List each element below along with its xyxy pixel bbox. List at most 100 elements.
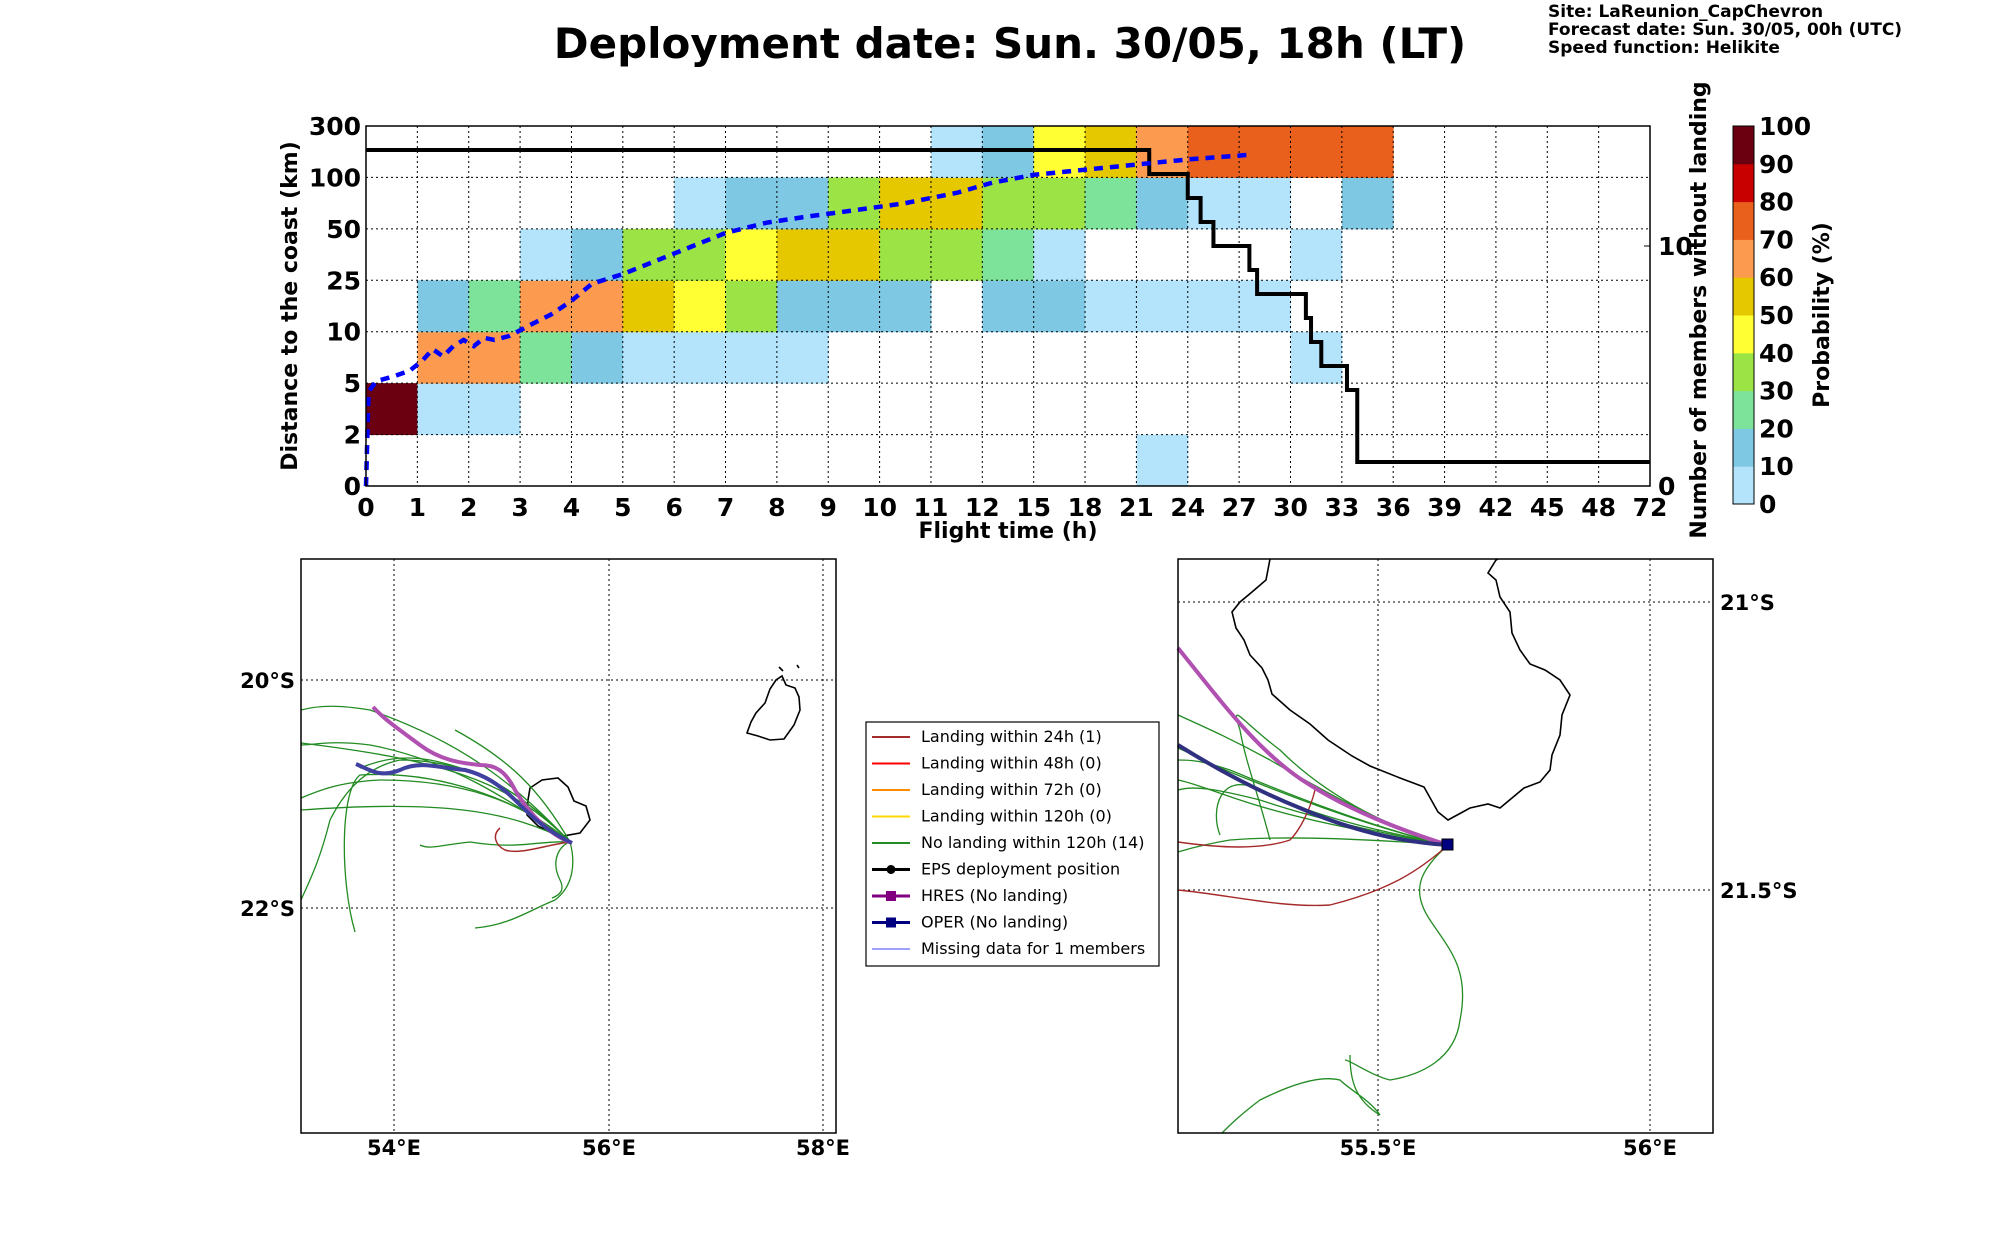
- heatmap-cell: [468, 280, 521, 333]
- heatmap-cell: [1239, 126, 1291, 178]
- colorbar-tick-label: 10: [1759, 452, 1794, 481]
- zoomed-hres-trajectory: [1176, 646, 1449, 847]
- heatmap-cell: [571, 331, 624, 384]
- map-y-tick-label: 21.5°S: [1720, 879, 1797, 903]
- colorbar-label: Probability (%): [1810, 222, 1835, 408]
- heatmap-cell: [982, 228, 1035, 281]
- legend: Landing within 24h (1) Landing within 48h…: [865, 721, 1160, 967]
- x-tick-label: 11: [914, 493, 949, 522]
- zoomed-map-x-ticks: 55.5°E 56°E: [1340, 1136, 1677, 1160]
- heatmap-cell: [417, 383, 470, 436]
- heatmap-cell: [366, 383, 418, 436]
- island-dot: [778, 664, 800, 672]
- heatmap-cell: [417, 280, 470, 333]
- heatmap-cells: [366, 126, 1394, 487]
- heatmap-cell: [725, 280, 778, 333]
- heatmap-cell: [1290, 331, 1343, 384]
- heatmap-cell: [468, 331, 521, 384]
- x-tick-label: 39: [1427, 493, 1462, 522]
- chart-title: Deployment date: Sun. 30/05, 18h (LT): [554, 19, 1467, 68]
- heatmap-cell: [1085, 280, 1137, 333]
- heatmap-cell: [1033, 177, 1086, 230]
- heatmap-cell: [1136, 280, 1189, 333]
- heatmap-cell: [1341, 177, 1394, 230]
- colorbar-tick-labels: 0 10 20 30 40 50 60 70 80 90 100: [1759, 112, 1811, 519]
- x-tick-label: 27: [1222, 493, 1257, 522]
- x-tick-label: 5: [614, 493, 631, 522]
- y-tick-label: 10: [326, 318, 361, 347]
- colorbar-segment: [1733, 201, 1754, 240]
- heatmap-cell: [1085, 177, 1137, 230]
- colorbar-segment: [1733, 126, 1754, 165]
- y-tick-label: 100: [309, 163, 361, 192]
- legend-label: Landing within 120h (0): [921, 807, 1112, 826]
- regional-map-y-ticks: 20°S 22°S: [240, 669, 295, 921]
- colorbar-tick-label: 40: [1759, 339, 1794, 368]
- x-tick-label: 36: [1376, 493, 1411, 522]
- heatmap-cell: [1290, 228, 1343, 281]
- y-tick-label: 50: [326, 215, 361, 244]
- colorbar-segment: [1733, 163, 1754, 203]
- colorbar-frame: [1732, 125, 1755, 505]
- colorbar-segment: [1733, 239, 1754, 278]
- x-tick-label: 6: [665, 493, 682, 522]
- colorbar-tick-label: 80: [1759, 188, 1794, 217]
- heatmap-cell: [622, 331, 675, 384]
- y-tick-label: 300: [309, 112, 361, 141]
- heatmap-cell: [520, 228, 572, 281]
- x-tick-labels: 0 1 2 3 4 5 6 7 8 9 10 11 12 15 18 21 24 27 30 33 36 39 42 45 48…: [357, 493, 1667, 522]
- heatmap-cell: [725, 331, 778, 384]
- heatmap-cell: [930, 177, 983, 230]
- colorbar-segment: [1733, 277, 1754, 316]
- heatmap-cell: [1187, 280, 1240, 333]
- map-y-tick-label: 21°S: [1720, 591, 1775, 615]
- x-tick-label: 21: [1119, 493, 1154, 522]
- legend-frame: [865, 721, 1160, 967]
- legend-label: OPER (No landing): [921, 913, 1068, 932]
- heatmap-cell: [982, 177, 1035, 230]
- legend-label: Landing within 24h (1): [921, 727, 1102, 746]
- colorbar-segment: [1733, 315, 1754, 354]
- zoomed-oper-trajectory: [1176, 743, 1449, 847]
- heatmap-cell: [776, 331, 829, 384]
- x-tick-label: 2: [460, 493, 477, 522]
- heatmap-cell: [1341, 126, 1394, 178]
- y-axis-label: Distance to the coast (km): [278, 141, 303, 471]
- x-tick-label: 72: [1633, 493, 1668, 522]
- x-tick-label: 0: [357, 493, 374, 522]
- heatmap-frame: [365, 125, 1651, 487]
- heatmap-cell: [1033, 228, 1086, 281]
- colorbar-segment: [1733, 390, 1754, 429]
- colorbar-cells: [1733, 126, 1754, 505]
- map-y-tick-label: 22°S: [240, 897, 295, 921]
- zoomed-map-grid: [1178, 559, 1713, 1133]
- heatmap-cell: [879, 280, 932, 333]
- heatmap-cell: [674, 280, 727, 333]
- colorbar-tick-label: 100: [1759, 112, 1811, 141]
- forecast-date-label: Forecast date: Sun. 30/05, 00h (UTC): [1548, 20, 1902, 40]
- x-tick-label: 1: [409, 493, 426, 522]
- heatmap-cell: [1136, 434, 1189, 487]
- legend-label: HRES (No landing): [921, 886, 1068, 905]
- x-tick-label: 24: [1170, 493, 1205, 522]
- colorbar: 0 10 20 30 40 50 60 70 80 90 100 Probability (%): [1732, 112, 1835, 519]
- regional-map-frame: [300, 558, 837, 1134]
- reunion-coastline-large: [1231, 558, 1571, 821]
- zoomed-map: 55.5°E 56°E 21°S 21.5°S: [1176, 558, 1797, 1160]
- colorbar-tick-label: 0: [1759, 490, 1776, 519]
- heatmap-cell: [1136, 177, 1189, 230]
- legend-swatch-marker: [886, 917, 896, 928]
- heatmap-cell: [468, 383, 521, 436]
- heatmap-cell: [879, 228, 932, 281]
- colorbar-segment: [1733, 352, 1754, 392]
- colorbar-tick-label: 90: [1759, 150, 1794, 179]
- heatmap-cell: [1290, 126, 1343, 178]
- map-x-tick-label: 58°E: [796, 1136, 850, 1160]
- x-tick-label: 15: [1016, 493, 1051, 522]
- colorbar-tick-label: 70: [1759, 225, 1794, 254]
- y2-tick-label: 10: [1658, 232, 1693, 261]
- y2-tick-label: 0: [1658, 472, 1675, 501]
- legend-label: Landing within 48h (0): [921, 754, 1102, 773]
- x-tick-label: 3: [511, 493, 528, 522]
